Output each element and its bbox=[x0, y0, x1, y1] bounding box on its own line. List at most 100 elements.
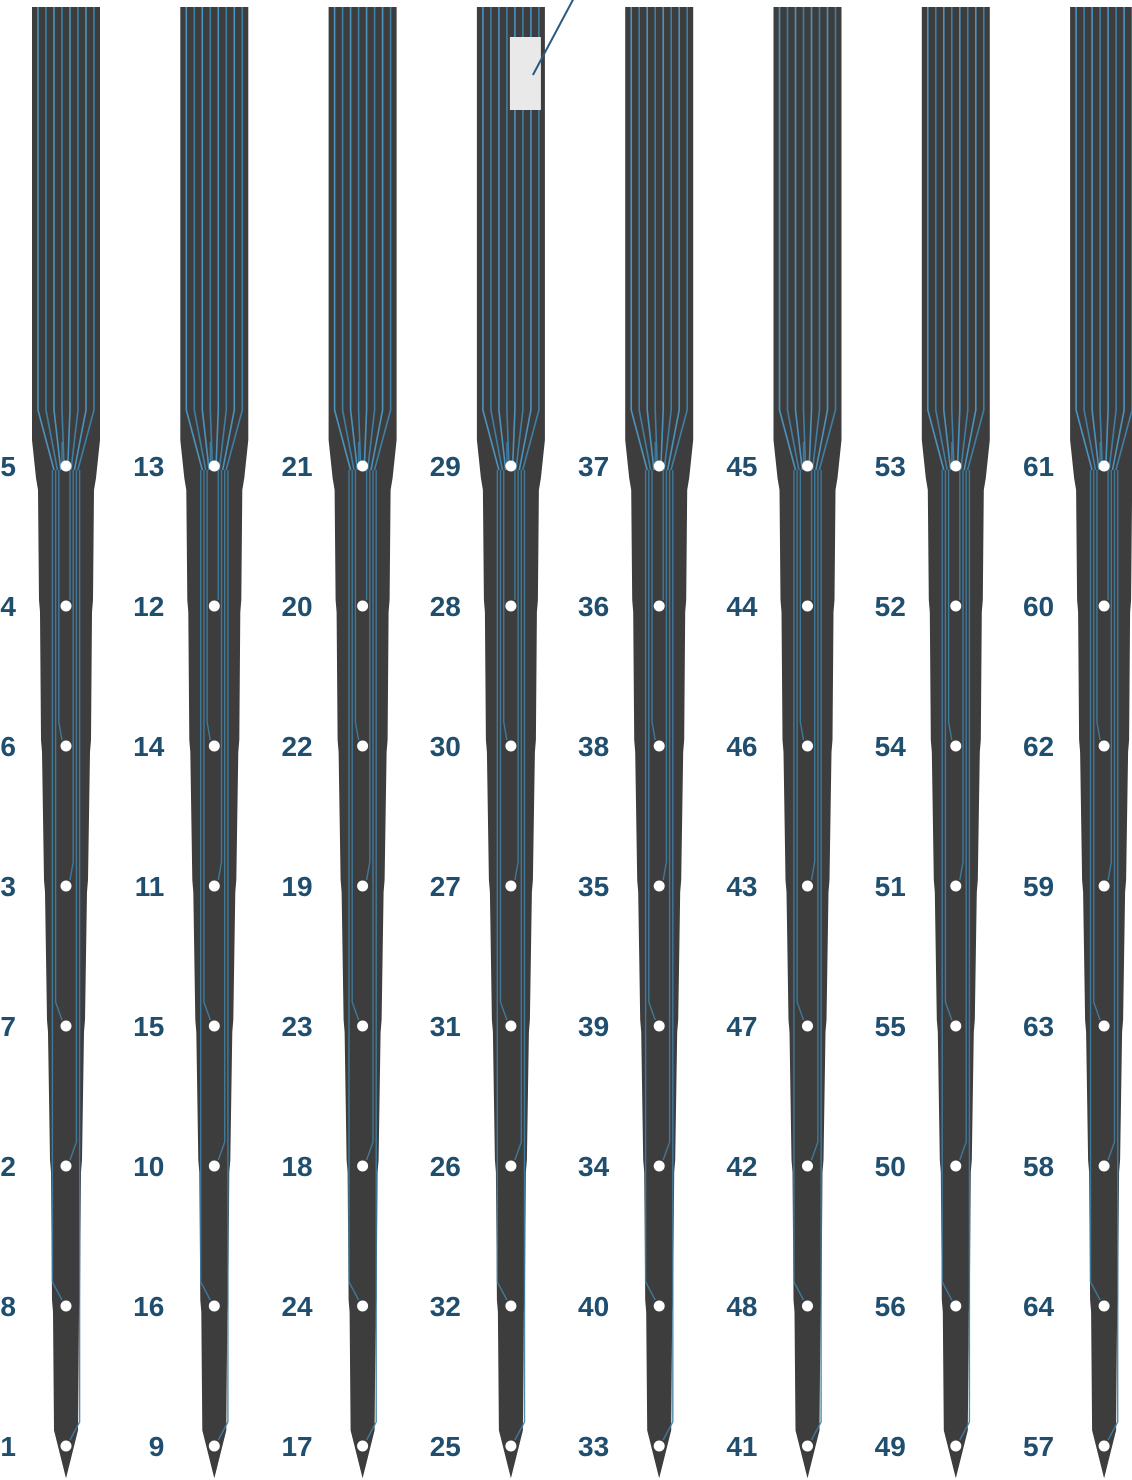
trace-line bbox=[963, 7, 977, 471]
recording-site-dot-icon bbox=[950, 880, 962, 892]
site-label: 13 bbox=[133, 451, 164, 482]
trace-line bbox=[951, 7, 955, 471]
site-label: 39 bbox=[578, 1011, 609, 1042]
site-label: 44 bbox=[726, 591, 758, 622]
site-label: 34 bbox=[578, 1151, 610, 1182]
site-label: 31 bbox=[430, 1011, 461, 1042]
site-label: 11 bbox=[135, 871, 165, 902]
recording-site-dot-icon bbox=[208, 600, 220, 612]
site-label: 57 bbox=[1023, 1431, 1054, 1462]
trace-line bbox=[810, 470, 816, 881]
trace-line bbox=[959, 470, 971, 1441]
probe-tip-icon bbox=[498, 1430, 523, 1478]
trace-line bbox=[200, 470, 211, 1301]
trace-line bbox=[662, 470, 668, 881]
trace-line bbox=[61, 7, 65, 471]
site-label: 51 bbox=[875, 871, 906, 902]
trace-line bbox=[506, 7, 510, 471]
trace-line bbox=[209, 7, 214, 471]
probe-shank: 21 20 22 19 23 18 24 17 bbox=[281, 7, 397, 1478]
wiring-traces bbox=[778, 7, 837, 1441]
site-label: 29 bbox=[430, 451, 461, 482]
trace-line bbox=[490, 7, 504, 471]
site-label: 58 bbox=[1023, 1151, 1054, 1182]
trace-line bbox=[1111, 7, 1125, 471]
trace-line bbox=[217, 470, 229, 1441]
recording-site-dot-icon bbox=[802, 1020, 813, 1032]
trace-line bbox=[1093, 470, 1101, 1021]
trace-line bbox=[651, 470, 656, 741]
recording-site-dot-icon bbox=[208, 1300, 220, 1312]
trace-line bbox=[354, 470, 360, 741]
trace-line bbox=[66, 7, 71, 471]
recording-site-dot-icon bbox=[950, 1440, 962, 1452]
probe-tip-icon bbox=[943, 1430, 968, 1478]
wiring-traces bbox=[1075, 7, 1132, 1441]
site-label: 28 bbox=[430, 591, 461, 622]
site-label: 27 bbox=[430, 871, 461, 902]
recording-site-dot-icon bbox=[60, 1300, 72, 1312]
trace-line bbox=[793, 470, 805, 1301]
site-label: 62 bbox=[1023, 731, 1054, 762]
wiring-traces bbox=[927, 7, 985, 1441]
trace-line bbox=[818, 7, 837, 471]
site-label: 14 bbox=[133, 731, 165, 762]
trace-line bbox=[927, 7, 945, 471]
trace-line bbox=[959, 470, 964, 881]
recording-site-dot-icon bbox=[950, 600, 962, 612]
recording-site-dot-icon bbox=[653, 1160, 665, 1172]
site-label: 60 bbox=[1023, 591, 1054, 622]
site-label: 10 bbox=[133, 1151, 164, 1182]
recording-site-dot-icon bbox=[505, 740, 517, 752]
trace-line bbox=[482, 7, 500, 471]
recording-site-dot-icon bbox=[505, 1300, 517, 1312]
recording-site-dot-icon bbox=[60, 460, 72, 472]
trace-line bbox=[365, 470, 377, 1441]
trace-line bbox=[218, 7, 228, 471]
recording-site-dot-icon bbox=[1098, 1300, 1110, 1312]
recording-site-dot-icon bbox=[357, 1440, 369, 1452]
recording-site-dot-icon bbox=[505, 1160, 517, 1172]
recording-site-dot-icon bbox=[950, 1160, 962, 1172]
trace-line bbox=[215, 7, 220, 471]
trace-line bbox=[185, 7, 204, 471]
site-label: 5 bbox=[0, 451, 16, 482]
trace-line bbox=[808, 7, 813, 471]
trace-line bbox=[1075, 7, 1093, 471]
probe-shank: 5 4 6 3 7 2 8 1 bbox=[0, 7, 100, 1478]
site-label: 37 bbox=[578, 451, 609, 482]
trace-line bbox=[503, 470, 508, 741]
site-label: 30 bbox=[430, 731, 461, 762]
trace-line bbox=[203, 470, 211, 1021]
trace-line bbox=[341, 7, 355, 471]
recording-site-dot-icon bbox=[208, 880, 220, 892]
recording-site-dot-icon bbox=[505, 880, 517, 892]
recording-site-dot-icon bbox=[208, 1020, 220, 1032]
recording-site-dot-icon bbox=[802, 600, 813, 612]
wiring-traces bbox=[37, 7, 95, 1441]
trace-line bbox=[799, 470, 805, 741]
trace-line bbox=[810, 470, 819, 1161]
probe-shank: 53 52 54 51 55 50 56 49 bbox=[875, 7, 990, 1478]
trace-line bbox=[646, 7, 655, 471]
site-label: 15 bbox=[133, 1011, 164, 1042]
recording-site-dot-icon bbox=[505, 460, 517, 472]
probe-tip-icon bbox=[795, 1430, 820, 1478]
trace-line bbox=[778, 7, 797, 471]
site-label: 33 bbox=[578, 1431, 609, 1462]
recording-site-dot-icon bbox=[208, 1440, 220, 1452]
site-label: 35 bbox=[578, 871, 609, 902]
site-label: 56 bbox=[875, 1291, 906, 1322]
overlay-layer bbox=[509, 0, 574, 110]
trace-line bbox=[53, 7, 62, 471]
site-label: 61 bbox=[1023, 451, 1054, 482]
trace-line bbox=[365, 470, 371, 881]
probe-shank: 13 12 14 11 15 10 16 9 bbox=[133, 7, 249, 1478]
recording-site-dot-icon bbox=[357, 880, 369, 892]
recording-site-dot-icon bbox=[653, 1300, 665, 1312]
recording-site-dot-icon bbox=[802, 1160, 813, 1172]
trace-line bbox=[363, 7, 368, 471]
recording-site-dot-icon bbox=[802, 880, 813, 892]
site-label: 4 bbox=[0, 591, 16, 622]
